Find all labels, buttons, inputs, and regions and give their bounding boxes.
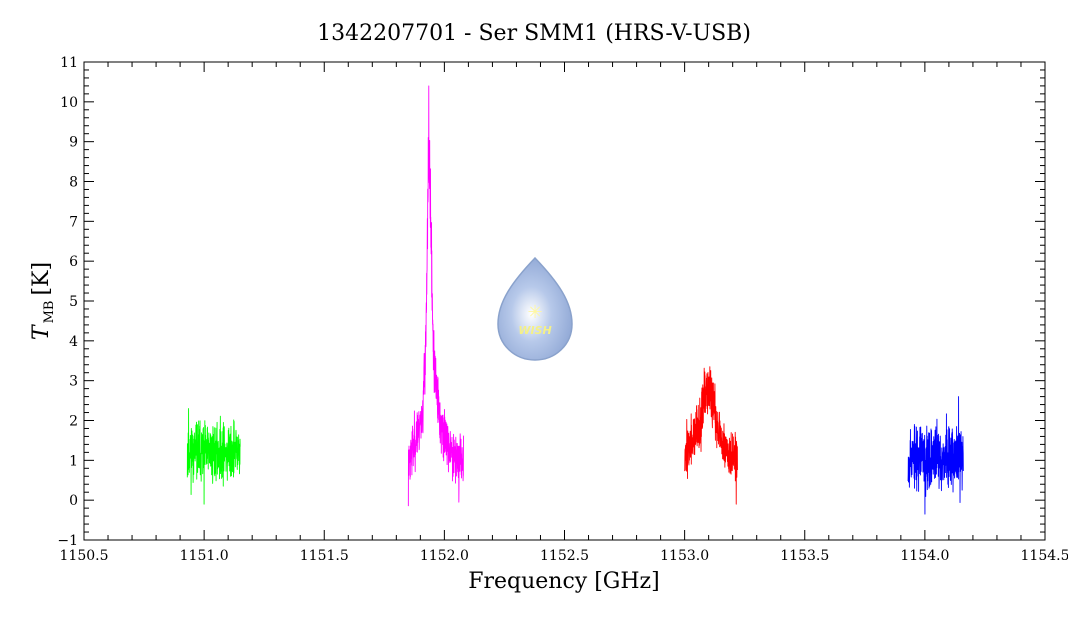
x-tick-label: 1153.0 — [660, 548, 709, 564]
y-label-sub: MB — [42, 301, 57, 324]
water-drop-icon — [497, 256, 573, 361]
y-tick-label: 10 — [60, 95, 78, 111]
spectrum-series-4 — [907, 396, 964, 515]
x-tick-label: 1152.0 — [420, 548, 469, 564]
y-label-unit: [K] — [29, 262, 54, 296]
y-tick-label: 8 — [69, 175, 78, 191]
y-tick-label: 4 — [69, 334, 78, 350]
y-tick-label: 6 — [69, 254, 78, 270]
axes-layer: 1150.5 1151.0 1151.5 1152.0 1152.5 1153.0 1153… — [57, 55, 1068, 564]
y-tick-label: 1 — [69, 453, 78, 469]
spectrum-series-3 — [684, 366, 738, 505]
series-layer — [186, 85, 964, 515]
x-tick-label: 1153.5 — [780, 548, 829, 564]
y-tick-label: 9 — [69, 135, 78, 151]
x-tick-label: 1154.0 — [900, 548, 949, 564]
spectrum-series-2 — [407, 85, 465, 507]
y-tick-label: −1 — [57, 533, 78, 549]
x-axis-label: Frequency [GHz] — [468, 569, 660, 594]
x-tick-label: 1154.5 — [1021, 548, 1068, 564]
y-axis-label: TMB [K] — [29, 262, 57, 340]
y-tick-label: 5 — [69, 294, 78, 310]
logo-text: WISH — [518, 324, 551, 337]
x-tick-label: 1152.5 — [540, 548, 589, 564]
y-label-main: T — [29, 323, 54, 340]
y-tick-label: 3 — [69, 374, 78, 390]
chart-title: 1342207701 - Ser SMM1 (HRS-V-USB) — [317, 21, 751, 46]
y-tick-label: 11 — [60, 55, 78, 71]
svg-text:TMB[K]: TMB [K] — [29, 262, 57, 340]
x-tick-label: 1150.5 — [60, 548, 109, 564]
x-tick-label: 1151.5 — [300, 548, 349, 564]
x-tick-label: 1151.0 — [180, 548, 229, 564]
y-tick-label: 2 — [69, 414, 78, 430]
spectrum-series-1 — [186, 408, 241, 505]
star-icon: ✳ — [527, 302, 542, 323]
y-tick-label: 0 — [69, 493, 78, 509]
y-tick-label: 7 — [69, 214, 78, 230]
wish-logo: ✳ WISH — [497, 256, 573, 361]
